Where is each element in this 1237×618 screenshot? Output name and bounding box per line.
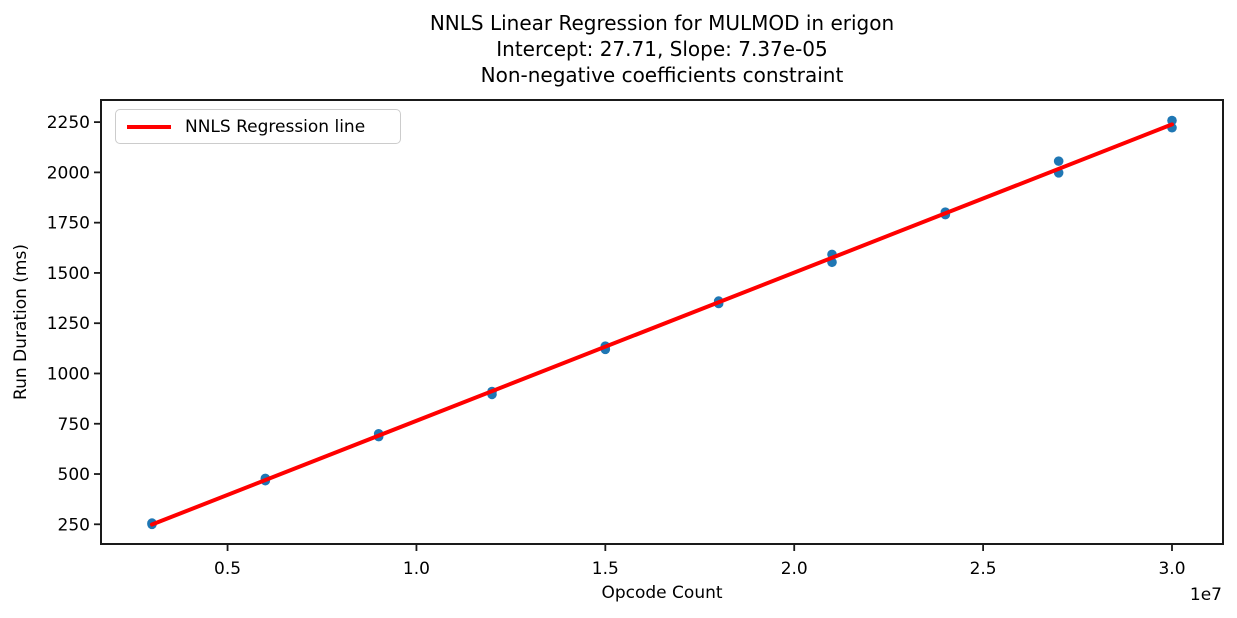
svg-text:1250: 1250 bbox=[47, 314, 90, 334]
plot-area bbox=[100, 99, 1224, 545]
svg-text:3.0: 3.0 bbox=[1158, 559, 1185, 579]
svg-text:500: 500 bbox=[58, 465, 90, 485]
svg-text:1.0: 1.0 bbox=[403, 559, 430, 579]
legend: NNLS Regression line bbox=[115, 109, 401, 144]
legend-line-sample-icon bbox=[127, 124, 171, 129]
svg-text:1.5: 1.5 bbox=[592, 559, 619, 579]
y-axis-ticks: 250 500 750 1000 1250 1500 1750 2000 2250 bbox=[47, 113, 101, 535]
chart-title: NNLS Linear Regression for MULMOD in eri… bbox=[101, 10, 1223, 88]
data-series bbox=[147, 115, 1177, 530]
svg-text:1000: 1000 bbox=[47, 364, 90, 384]
y-axis-label: Run Duration (ms) bbox=[11, 244, 31, 400]
x-axis-offset-label: 1e7 bbox=[1190, 585, 1222, 605]
x-axis-label: Opcode Count bbox=[601, 583, 722, 603]
svg-text:2.5: 2.5 bbox=[970, 559, 997, 579]
svg-text:2.0: 2.0 bbox=[781, 559, 808, 579]
svg-text:250: 250 bbox=[58, 515, 90, 535]
svg-text:750: 750 bbox=[58, 415, 90, 435]
svg-text:2250: 2250 bbox=[47, 113, 90, 133]
legend-label: NNLS Regression line bbox=[185, 116, 366, 137]
x-axis-ticks: 0.5 1.0 1.5 2.0 2.5 3.0 bbox=[214, 544, 1186, 579]
svg-text:1500: 1500 bbox=[47, 264, 90, 284]
svg-text:2000: 2000 bbox=[47, 163, 90, 183]
title-line-1: NNLS Linear Regression for MULMOD in eri… bbox=[429, 11, 895, 35]
svg-text:1750: 1750 bbox=[47, 214, 90, 234]
svg-text:0.5: 0.5 bbox=[214, 559, 241, 579]
title-line-3: Non-negative coefficients constraint bbox=[480, 63, 844, 87]
title-line-2: Intercept: 27.71, Slope: 7.37e-05 bbox=[496, 37, 828, 61]
